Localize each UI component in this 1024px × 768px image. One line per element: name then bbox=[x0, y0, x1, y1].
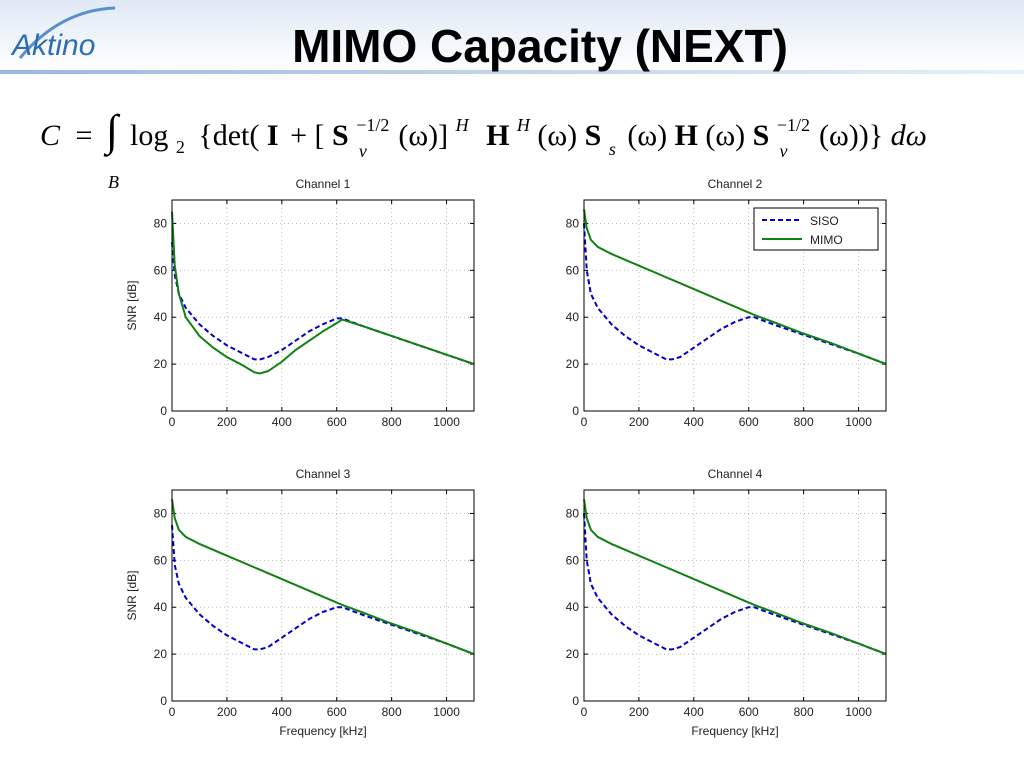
plot-area bbox=[172, 200, 474, 411]
x-tick-label: 200 bbox=[217, 705, 237, 719]
y-axis-label: SNR [dB] bbox=[125, 570, 139, 620]
x-tick-label: 0 bbox=[581, 705, 588, 719]
x-tick-label: 600 bbox=[327, 415, 347, 429]
x-tick-label: 800 bbox=[382, 415, 402, 429]
y-axis-label: SNR [dB] bbox=[125, 280, 139, 330]
x-tick-label: 200 bbox=[217, 415, 237, 429]
x-tick-label: 400 bbox=[272, 415, 292, 429]
logo: Aktino bbox=[10, 29, 95, 62]
x-tick-label: 0 bbox=[169, 705, 176, 719]
x-tick-label: 400 bbox=[684, 705, 704, 719]
y-tick-label: 40 bbox=[154, 310, 168, 324]
x-tick-label: 600 bbox=[739, 705, 759, 719]
y-tick-label: 0 bbox=[160, 694, 167, 708]
x-tick-label: 600 bbox=[739, 415, 759, 429]
y-tick-label: 80 bbox=[154, 216, 168, 230]
x-tick-label: 0 bbox=[581, 415, 588, 429]
y-tick-label: 80 bbox=[566, 216, 580, 230]
y-tick-label: 60 bbox=[566, 263, 580, 277]
plot-frame bbox=[171, 489, 475, 702]
y-tick-label: 0 bbox=[572, 404, 579, 418]
y-tick-label: 40 bbox=[154, 600, 168, 614]
series-line bbox=[583, 513, 887, 656]
x-tick-label: 200 bbox=[629, 705, 649, 719]
y-tick-label: 20 bbox=[566, 357, 580, 371]
header-rule bbox=[0, 70, 1024, 74]
x-tick-label: 200 bbox=[629, 415, 649, 429]
plot-frame bbox=[583, 199, 887, 412]
x-tick-label: 1000 bbox=[845, 415, 872, 429]
chart-title: Channel 2 bbox=[708, 177, 763, 191]
x-tick-label: 0 bbox=[169, 415, 176, 429]
plot-area bbox=[172, 490, 474, 701]
y-tick-label: 40 bbox=[566, 310, 580, 324]
y-tick-label: 60 bbox=[154, 553, 168, 567]
series-line bbox=[171, 525, 475, 656]
x-tick-label: 1000 bbox=[433, 705, 460, 719]
y-tick-label: 60 bbox=[154, 263, 168, 277]
plot-frame bbox=[583, 489, 887, 702]
x-tick-label: 1000 bbox=[845, 705, 872, 719]
y-tick-label: 20 bbox=[566, 647, 580, 661]
y-tick-label: 80 bbox=[154, 506, 168, 520]
chart-title: Channel 4 bbox=[708, 467, 763, 481]
legend-box bbox=[753, 207, 879, 251]
x-tick-label: 1000 bbox=[433, 415, 460, 429]
chart-title: Channel 1 bbox=[296, 177, 351, 191]
y-tick-label: 0 bbox=[572, 694, 579, 708]
y-tick-label: 20 bbox=[154, 647, 168, 661]
series-line bbox=[583, 209, 887, 366]
x-axis-label: Frequency [kHz] bbox=[691, 724, 778, 738]
series-line bbox=[583, 499, 887, 656]
chart-title: Channel 3 bbox=[296, 467, 351, 481]
x-tick-label: 400 bbox=[684, 415, 704, 429]
x-tick-label: 800 bbox=[794, 705, 814, 719]
legend-label: MIMO bbox=[810, 233, 843, 247]
series-line bbox=[583, 223, 887, 366]
logo-swoosh bbox=[18, 6, 116, 59]
y-tick-label: 20 bbox=[154, 357, 168, 371]
legend-label: SISO bbox=[810, 214, 839, 228]
plot-area bbox=[584, 490, 886, 701]
x-tick-label: 800 bbox=[794, 415, 814, 429]
series-line bbox=[171, 211, 475, 375]
plot-frame bbox=[171, 199, 475, 412]
formula: C = ∫ B log 2 {det( I + [ S −1/2 v (ω)] … bbox=[40, 105, 927, 195]
y-tick-label: 80 bbox=[566, 506, 580, 520]
x-tick-label: 600 bbox=[327, 705, 347, 719]
y-tick-label: 0 bbox=[160, 404, 167, 418]
y-tick-label: 60 bbox=[566, 553, 580, 567]
x-axis-label: Frequency [kHz] bbox=[279, 724, 366, 738]
series-line bbox=[171, 499, 475, 656]
header-band bbox=[0, 0, 1024, 72]
x-tick-label: 400 bbox=[272, 705, 292, 719]
y-tick-label: 40 bbox=[566, 600, 580, 614]
x-tick-label: 800 bbox=[382, 705, 402, 719]
slide-title: MIMO Capacity (NEXT) bbox=[292, 20, 788, 72]
